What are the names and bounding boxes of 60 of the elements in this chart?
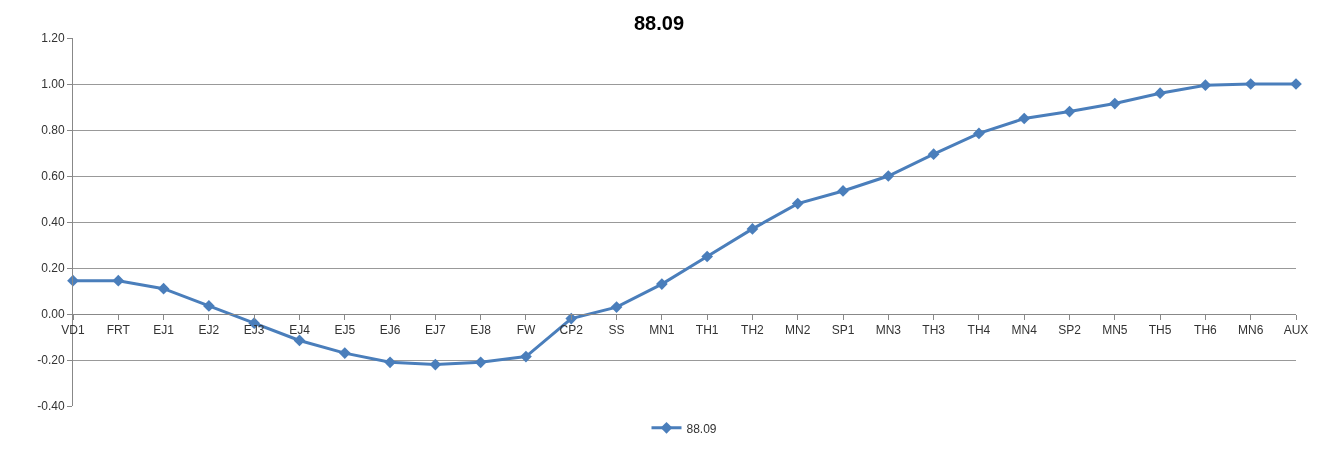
y-tick-label: -0.20 xyxy=(37,353,65,368)
x-tick-label: EJ7 xyxy=(425,323,447,338)
point xyxy=(203,300,215,312)
point xyxy=(1063,105,1076,118)
point xyxy=(338,347,351,359)
x-tick-label: TH3 xyxy=(922,323,946,338)
point xyxy=(1108,97,1121,110)
legend-label: 88.09 xyxy=(686,421,717,436)
x-tick-label: MN6 xyxy=(1238,323,1264,338)
point xyxy=(67,274,79,287)
x-tick-label: EJ6 xyxy=(379,323,401,338)
x-tick-label: EJ1 xyxy=(153,323,175,338)
x-tick-label: AUX xyxy=(1283,323,1309,338)
chart-title: 88.09 xyxy=(633,11,685,34)
y-tick-label: 0.20 xyxy=(41,261,65,276)
x-tick-label: TH5 xyxy=(1148,323,1172,338)
point xyxy=(429,358,442,371)
point xyxy=(791,197,804,210)
point xyxy=(701,250,713,263)
x-tick-label: MN1 xyxy=(649,323,675,338)
point xyxy=(1199,79,1212,91)
y-tick-label: 0.60 xyxy=(41,169,65,184)
x-tick-label: MN5 xyxy=(1102,323,1128,338)
x-tick-label: EJ2 xyxy=(198,323,220,338)
y-tick-label: -0.40 xyxy=(37,399,65,414)
x-tick-label: EJ5 xyxy=(334,323,356,338)
x-tick-label: EJ8 xyxy=(470,323,492,338)
x-tick-label: EJ3 xyxy=(243,323,265,338)
point xyxy=(384,356,396,369)
point xyxy=(746,223,759,235)
y-tick-label: 1.20 xyxy=(41,31,65,46)
x-tick-label: MN4 xyxy=(1011,323,1038,338)
x-tick-label: FW xyxy=(516,323,536,338)
x-tick-label: MN2 xyxy=(785,323,811,338)
x-tick-label: SS xyxy=(608,323,625,338)
point xyxy=(1154,87,1166,100)
point xyxy=(656,278,668,290)
point xyxy=(882,170,895,182)
x-tick-label: FRT xyxy=(106,323,131,338)
x-tick-label: MN3 xyxy=(875,323,902,338)
x-tick-label: EJ4 xyxy=(289,323,311,338)
point xyxy=(610,301,623,313)
x-tick-label: SP1 xyxy=(831,323,855,338)
x-tick-label: TH4 xyxy=(967,323,991,338)
y-tick-label: 0.00 xyxy=(41,307,65,322)
x-tick-label: CP2 xyxy=(559,323,584,338)
point xyxy=(1018,112,1031,125)
point xyxy=(973,127,985,140)
y-tick-label: 1.00 xyxy=(41,77,65,92)
point xyxy=(927,148,940,160)
y-tick-label: 0.40 xyxy=(41,215,65,230)
x-tick-label: TH6 xyxy=(1194,323,1218,338)
point xyxy=(520,350,532,363)
point xyxy=(293,334,306,347)
x-tick-label: SP2 xyxy=(1058,323,1082,338)
point xyxy=(157,282,170,295)
point xyxy=(112,274,125,287)
x-tick-label: TH2 xyxy=(741,323,765,338)
x-tick-label: TH1 xyxy=(695,323,719,338)
y-tick-label: 0.80 xyxy=(41,123,65,138)
